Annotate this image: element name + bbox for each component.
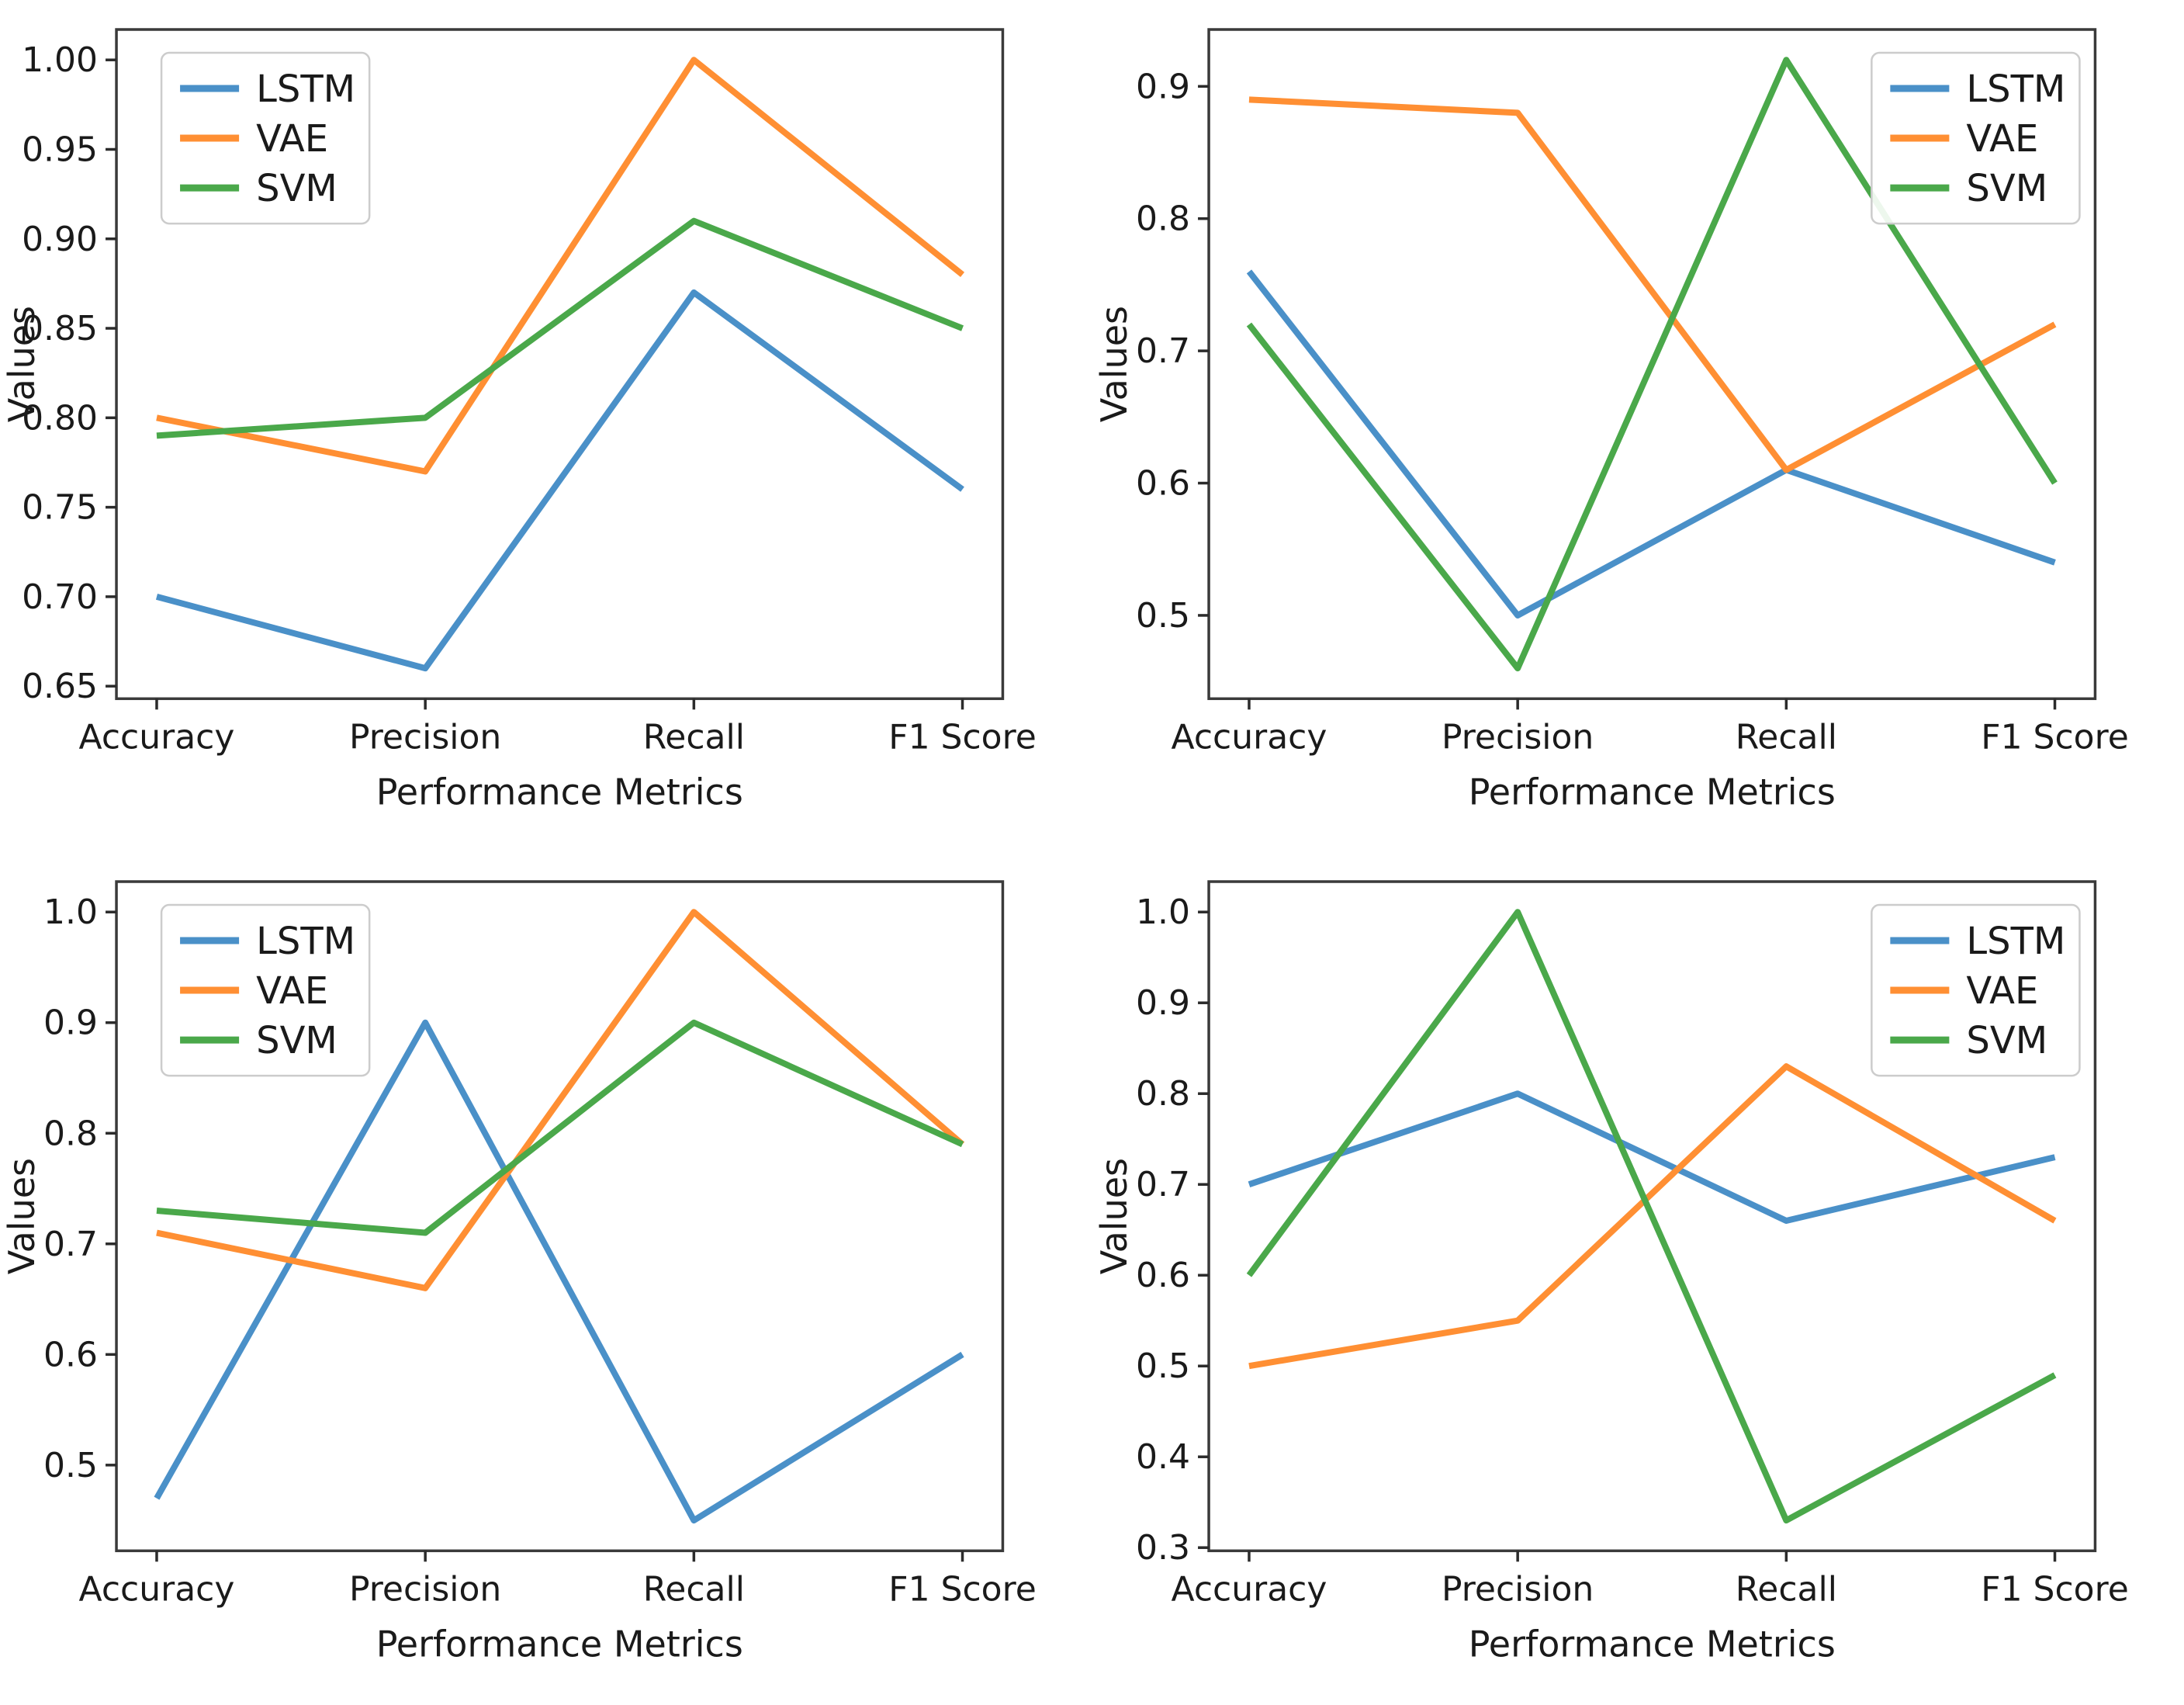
- x-tick-label: Accuracy: [1171, 1570, 1327, 1610]
- y-tick-label: 0.9: [1136, 67, 1190, 106]
- y-tick-label: 0.6: [1136, 464, 1190, 504]
- series-line-lstm: [157, 293, 963, 668]
- y-tick-label: 0.6: [1136, 1256, 1190, 1296]
- legend: LSTM VAE SVM: [1871, 905, 2079, 1076]
- y-axis-label: Values: [1, 1158, 43, 1274]
- x-tick-label: Precision: [1441, 717, 1593, 757]
- legend: LSTM VAE SVM: [161, 905, 369, 1076]
- legend-label-lstm: LSTM: [1966, 920, 2065, 963]
- y-tick-label: 0.8: [1136, 1075, 1190, 1114]
- legend-label-lstm: LSTM: [256, 68, 355, 111]
- y-tick-label: 1.0: [1136, 893, 1190, 933]
- x-tick-label: F1 Score: [888, 717, 1037, 757]
- x-tick-label: Accuracy: [79, 1570, 235, 1610]
- x-axis-label: Performance Metrics: [1468, 1624, 1835, 1665]
- legend-label-svm: SVM: [1966, 1019, 2047, 1062]
- legend: LSTM VAE SVM: [161, 53, 369, 224]
- y-tick-label: 0.8: [43, 1114, 98, 1154]
- legend-label-vae: VAE: [1966, 117, 2038, 161]
- y-tick-label: 0.9: [1136, 984, 1190, 1024]
- x-tick-label: F1 Score: [1981, 717, 2129, 757]
- x-tick-label: Accuracy: [79, 717, 235, 757]
- x-tick-label: F1 Score: [888, 1570, 1037, 1610]
- y-tick-label: 1.00: [22, 40, 98, 80]
- legend-label-svm: SVM: [256, 167, 337, 210]
- legend-label-vae: VAE: [256, 969, 328, 1013]
- y-tick-label: 0.3: [1136, 1529, 1190, 1568]
- line-chart-bottom-left: 1.0 0.9 0.8 0.7 0.6 0.5 Accuracy Precision Recal…: [0, 852, 1092, 1704]
- line-chart-top-right: 0.9 0.8 0.7 0.6 0.5 Accuracy Precision Recall F1…: [1092, 0, 2184, 852]
- y-axis-label: Values: [1093, 306, 1135, 422]
- y-tick-label: 0.65: [22, 667, 98, 706]
- y-tick-label: 0.90: [22, 220, 98, 259]
- y-tick-label: 0.9: [43, 1003, 98, 1043]
- subplot-top-right: 0.9 0.8 0.7 0.6 0.5 Accuracy Precision Recall F1…: [1092, 0, 2184, 852]
- y-tick-label: 1.0: [43, 893, 98, 933]
- x-tick-label: Recall: [643, 1570, 745, 1610]
- subplot-bottom-left: 1.0 0.9 0.8 0.7 0.6 0.5 Accuracy Precision Recal…: [0, 852, 1092, 1704]
- y-tick-label: 0.70: [22, 577, 98, 617]
- y-tick-label: 0.6: [43, 1336, 98, 1375]
- y-tick-label: 0.5: [1136, 1347, 1190, 1387]
- legend-label-lstm: LSTM: [256, 920, 355, 963]
- x-tick-label: Recall: [1735, 717, 1836, 757]
- legend-label-vae: VAE: [1966, 969, 2038, 1013]
- y-tick-label: 0.8: [1136, 199, 1190, 239]
- y-tick-label: 0.4: [1136, 1438, 1190, 1478]
- legend-label-svm: SVM: [1966, 167, 2047, 210]
- y-tick-label: 0.5: [1136, 596, 1190, 636]
- legend: LSTM VAE SVM: [1871, 53, 2079, 224]
- y-tick-label: 0.7: [43, 1225, 98, 1264]
- line-chart-top-left: 1.000.950.900.850.800.750.700.65Accuracy…: [0, 0, 1092, 852]
- series-line-lstm: [1248, 272, 2054, 615]
- legend-label-lstm: LSTM: [1966, 68, 2065, 111]
- y-axis-label: Values: [1093, 1158, 1135, 1274]
- x-tick-label: Precision: [349, 1570, 501, 1610]
- y-tick-label: 0.75: [22, 488, 98, 528]
- y-axis-label: Values: [1, 306, 43, 422]
- x-tick-label: Precision: [349, 717, 501, 757]
- x-tick-label: Recall: [643, 717, 745, 757]
- legend-label-vae: VAE: [256, 117, 328, 161]
- x-axis-label: Performance Metrics: [376, 771, 743, 813]
- x-tick-label: Precision: [1441, 1570, 1593, 1610]
- x-tick-label: Accuracy: [1171, 717, 1327, 757]
- y-tick-label: 0.7: [1136, 1166, 1190, 1205]
- x-axis-label: Performance Metrics: [1468, 771, 1835, 813]
- y-tick-label: 0.95: [22, 130, 98, 169]
- legend-label-svm: SVM: [256, 1019, 337, 1062]
- x-axis-label: Performance Metrics: [376, 1624, 743, 1665]
- x-tick-label: F1 Score: [1981, 1570, 2129, 1610]
- y-tick-label: 0.7: [1136, 331, 1190, 371]
- x-tick-label: Recall: [1735, 1570, 1836, 1610]
- y-tick-label: 0.5: [43, 1446, 98, 1485]
